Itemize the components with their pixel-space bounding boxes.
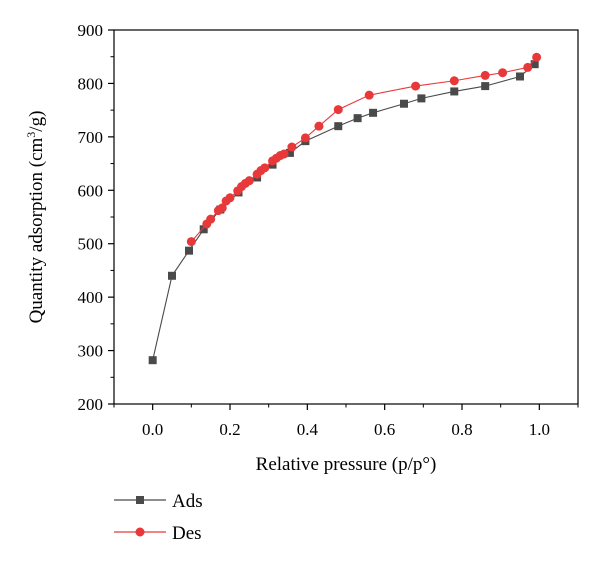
legend-label-des: Des	[172, 523, 202, 544]
data-point-des	[217, 203, 227, 213]
y-tick-label: 400	[78, 288, 104, 307]
data-point-des	[480, 70, 490, 80]
data-point-des	[260, 163, 270, 173]
plot-axes	[113, 29, 579, 405]
data-point-ads	[185, 246, 194, 255]
data-point-des	[523, 62, 533, 72]
data-point-des	[333, 105, 343, 115]
series-des	[186, 52, 542, 247]
legend-label-ads: Ads	[172, 491, 203, 512]
data-point-des	[411, 81, 421, 91]
data-point-ads	[148, 356, 157, 365]
data-point-des	[300, 133, 310, 143]
y-tick-label: 800	[78, 74, 104, 93]
data-point-des	[244, 176, 254, 186]
y-tick-label: 700	[78, 128, 104, 147]
series-layer	[148, 52, 542, 365]
y-tick-label: 900	[78, 21, 104, 40]
data-point-ads	[199, 225, 208, 234]
data-point-des	[314, 121, 324, 131]
plot-frame	[113, 29, 579, 405]
y-tick-label: 200	[78, 395, 104, 414]
series-line-ads	[152, 63, 536, 361]
y-axis-title-superscript: 3	[24, 132, 38, 138]
y-axis-title-main: Quantity adsorption (cm	[26, 137, 47, 323]
data-point-des	[186, 237, 196, 247]
data-point-ads	[530, 60, 539, 69]
x-tick-label: 0.4	[297, 420, 319, 439]
data-point-des	[364, 90, 374, 100]
data-point-ads	[516, 72, 524, 81]
data-point-ads	[285, 148, 294, 157]
x-tick-label: 0.0	[142, 420, 163, 439]
legend-entry-des: Des	[114, 523, 202, 544]
x-tick-label: 0.6	[374, 420, 395, 439]
legend-marker-ads	[136, 496, 144, 504]
x-tick-label: 1.0	[529, 420, 550, 439]
data-point-ads	[400, 99, 408, 108]
y-axis-title-end: /g)	[26, 111, 47, 132]
data-point-ads	[481, 82, 490, 91]
data-point-des	[287, 142, 297, 152]
data-point-ads	[369, 108, 378, 117]
data-point-des	[279, 149, 289, 159]
data-point-des	[206, 214, 216, 224]
x-tick-label: 0.8	[451, 420, 472, 439]
data-point-ads	[353, 114, 362, 123]
data-point-ads	[450, 87, 459, 96]
legend: Ads Des	[114, 491, 203, 544]
y-axis-title: Quantity adsorption (cm3/g)	[24, 111, 47, 324]
data-point-des	[225, 193, 235, 203]
legend-marker-des	[135, 527, 145, 537]
data-point-ads	[334, 122, 343, 131]
x-axis-title: Relative pressure (p/p°)	[256, 454, 437, 475]
data-point-ads	[417, 94, 426, 103]
legend-entry-ads: Ads	[114, 491, 203, 512]
y-tick-label: 600	[78, 181, 104, 200]
data-point-ads	[168, 271, 176, 280]
data-point-des	[532, 52, 542, 62]
data-point-des	[498, 68, 508, 78]
y-tick-label: 500	[78, 235, 104, 254]
series-ads	[148, 60, 539, 365]
y-tick-label: 300	[78, 342, 104, 361]
data-point-des	[449, 76, 459, 86]
x-tick-label: 0.2	[219, 420, 240, 439]
ticks-layer: 0.0 0.2 0.4 0.6 0.8 1.0 200 300 400 500 600 700 800 9…	[78, 21, 579, 439]
